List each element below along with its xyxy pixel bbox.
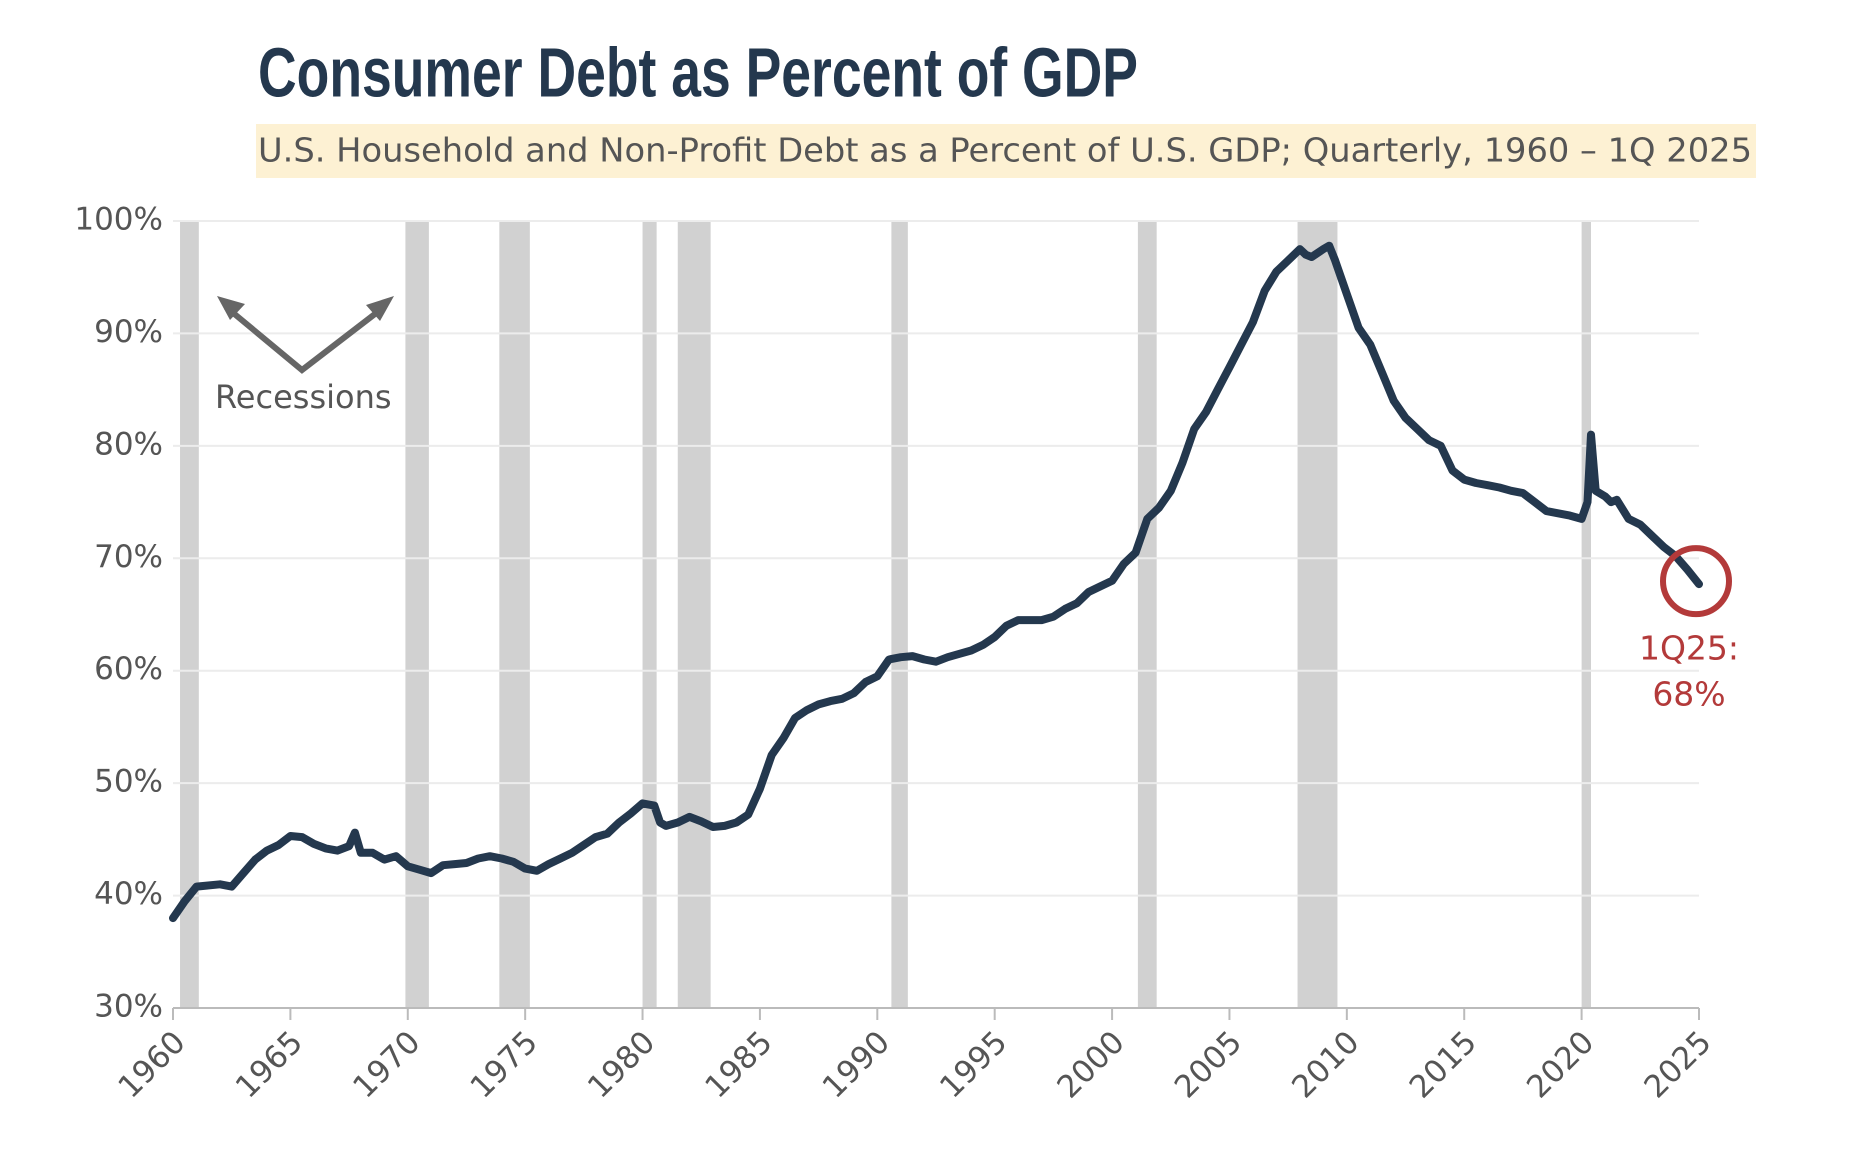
arrow-head: [366, 296, 394, 321]
x-tick-label: 1970: [346, 1024, 427, 1105]
y-tick-label: 90%: [94, 314, 163, 350]
chart-title: Consumer Debt as Percent of GDP: [258, 33, 1138, 111]
x-tick-label: 2020: [1520, 1024, 1601, 1105]
recession-band: [891, 221, 908, 1008]
recession-band: [642, 221, 657, 1008]
x-tick-label: 2025: [1637, 1024, 1718, 1105]
x-tick-label: 2005: [1168, 1024, 1249, 1105]
recession-band: [677, 221, 711, 1008]
y-tick-label: 30%: [94, 989, 163, 1025]
x-tick-label: 1985: [698, 1024, 779, 1105]
annotation-text: 68%: [1652, 675, 1725, 714]
recession-band: [180, 221, 199, 1008]
x-tick-label: 1980: [581, 1024, 662, 1105]
y-tick-label: 50%: [94, 764, 163, 800]
x-tick-label: 1975: [464, 1024, 545, 1105]
recession-band: [1581, 221, 1592, 1008]
recession-bands: [180, 221, 1592, 1008]
highlight-circle: [1660, 545, 1732, 618]
x-tick-label: 1960: [111, 1024, 192, 1105]
recession-label: Recessions: [215, 378, 392, 416]
recession-band: [1137, 221, 1157, 1008]
y-tick-label: 70%: [94, 539, 163, 575]
x-tick-label: 2015: [1403, 1024, 1484, 1105]
subtitle-highlight: [256, 124, 1756, 178]
recession-arrows: [224, 304, 386, 374]
chart-subtitle: U.S. Household and Non-Profit Debt as a …: [258, 131, 1752, 170]
data-line: [169, 241, 1703, 923]
y-tick-label: 80%: [94, 426, 163, 462]
arrow-head: [217, 296, 245, 320]
recession-band: [405, 221, 429, 1008]
y-tick-label: 60%: [94, 651, 163, 687]
x-tick-label: 2000: [1050, 1024, 1131, 1105]
recession-band: [499, 221, 530, 1008]
annotation-text: 1Q25:: [1639, 629, 1739, 668]
x-tick-label: 1990: [816, 1024, 897, 1105]
recession-band: [1297, 221, 1338, 1008]
x-tick-label: 1965: [229, 1024, 310, 1105]
x-tick-label: 1995: [933, 1024, 1014, 1105]
y-tick-label: 40%: [94, 876, 163, 912]
x-tick-label: 2010: [1285, 1024, 1366, 1105]
y-tick-label: 100%: [74, 202, 163, 238]
